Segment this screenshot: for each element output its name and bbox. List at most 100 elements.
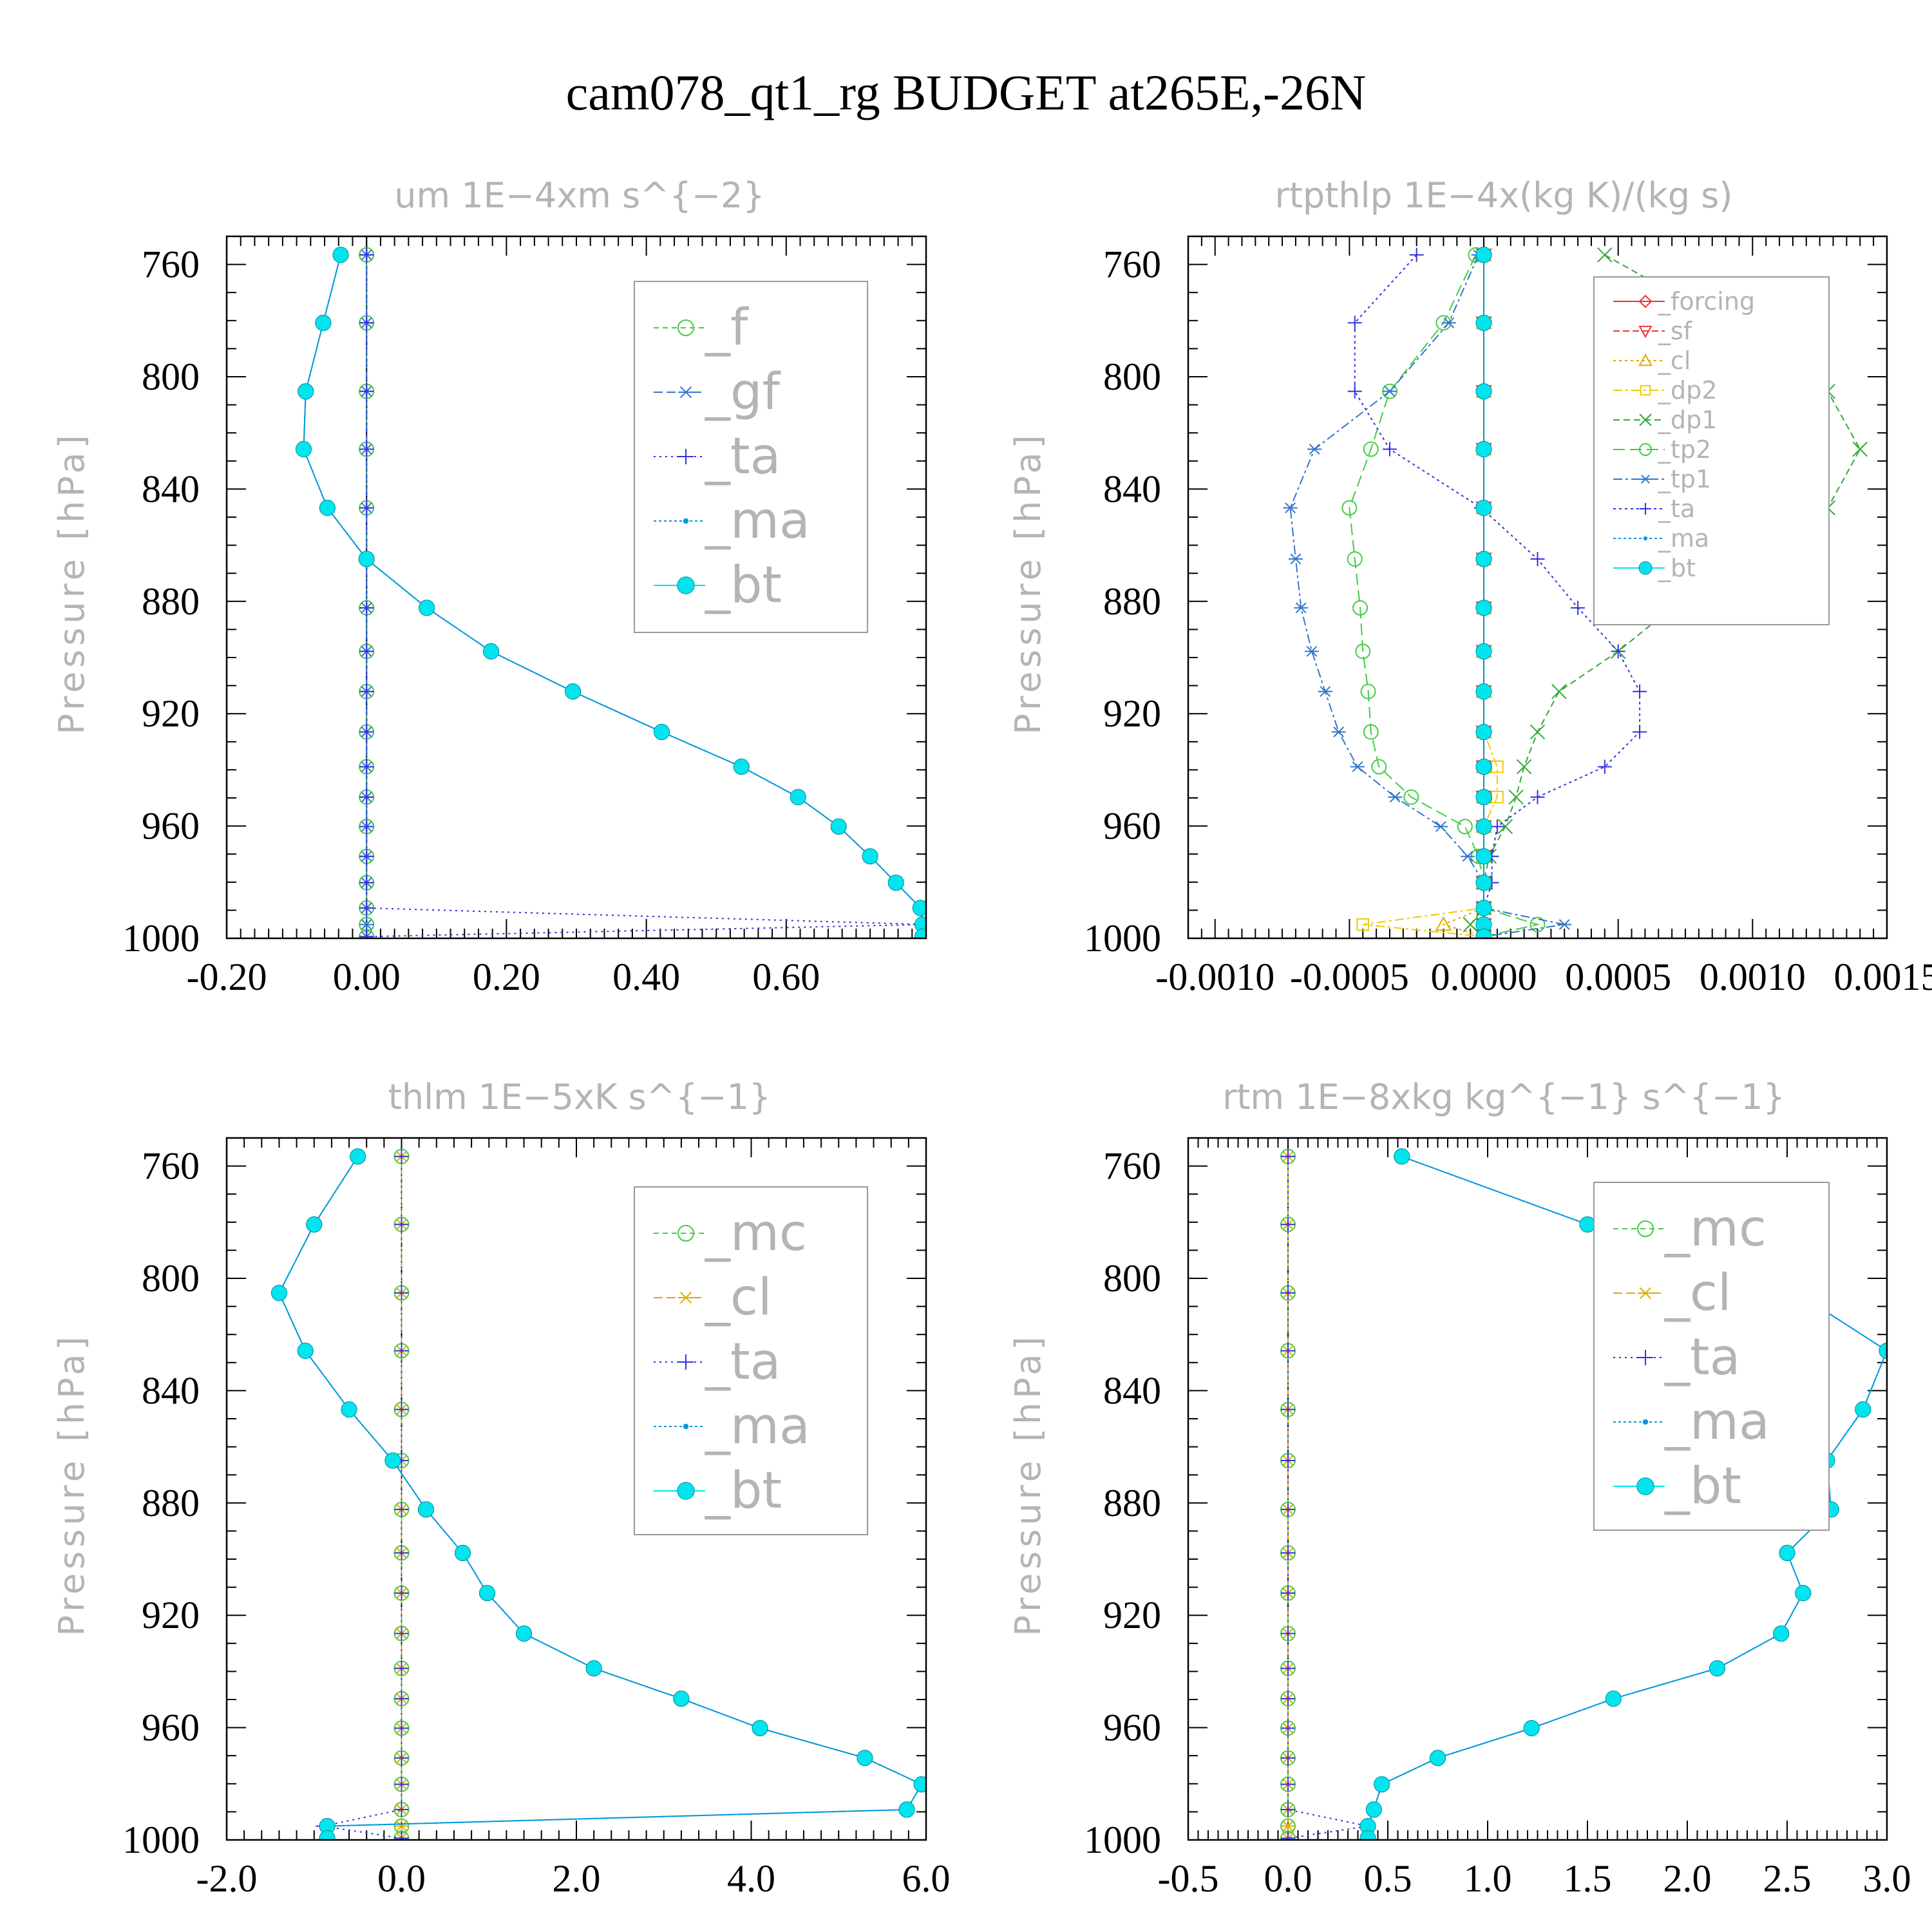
data-point — [1281, 1626, 1295, 1641]
series-line — [1354, 254, 1641, 937]
plot-frame — [225, 235, 927, 940]
data-point — [1530, 551, 1545, 566]
series-tp1 — [1283, 249, 1572, 938]
legend-label: _gf — [705, 363, 781, 421]
legend-label: _cl — [1658, 346, 1690, 375]
legend-entry-cl: _cl — [1613, 1264, 1732, 1322]
data-point — [1475, 551, 1492, 567]
data-point — [1434, 821, 1448, 832]
data-point — [394, 1149, 409, 1164]
series-bt — [270, 1148, 926, 1840]
data-point — [359, 247, 374, 262]
data-point — [1281, 1661, 1295, 1676]
data-point — [1382, 386, 1397, 397]
data-point — [359, 875, 374, 890]
legend-entry-dp1: _dp1 — [1613, 406, 1717, 434]
data-point — [298, 383, 314, 400]
data-point — [1394, 1148, 1410, 1165]
data-point — [1283, 502, 1298, 514]
legend-label: _cl — [1664, 1264, 1732, 1322]
data-point — [1281, 1149, 1295, 1164]
data-point — [914, 928, 926, 938]
y-tick-label: 960 — [142, 1707, 200, 1749]
data-point — [1475, 723, 1492, 741]
legend-marker — [677, 319, 694, 336]
series-group — [1283, 246, 1868, 938]
data-point — [1571, 600, 1586, 615]
legend-box — [634, 281, 868, 633]
legend-marker — [677, 1225, 694, 1242]
series-cl — [1435, 246, 1492, 938]
legend-entry-bt: _bt — [654, 1462, 782, 1520]
data-point — [830, 818, 847, 835]
legend-label: _ta — [705, 1333, 781, 1391]
panel-um: um 1E−4xm s^{−2} Pressure [hPa] -0.20 0.0… — [52, 175, 927, 998]
x-tick-label: 0.00 — [333, 956, 401, 998]
y-tick-label: 760 — [142, 243, 200, 286]
data-point — [1463, 916, 1478, 933]
legend-entry-bt: _bt — [1613, 554, 1696, 582]
legend-label: _sf — [1658, 317, 1693, 345]
legend-marker — [678, 1291, 694, 1304]
y-tick-label: 920 — [1103, 692, 1161, 735]
data-point — [1294, 602, 1309, 614]
data-point — [1281, 1691, 1295, 1706]
data-point — [359, 724, 374, 739]
legend-entry-f: _f — [654, 299, 749, 357]
data-point — [394, 1343, 409, 1358]
y-tick-label: 880 — [142, 580, 200, 623]
data-point — [1475, 314, 1492, 331]
plot-frame — [1187, 235, 1888, 940]
data-point — [394, 1777, 409, 1792]
data-point — [384, 1452, 401, 1469]
data-point — [1341, 500, 1358, 516]
x-tick-label: 0.0010 — [1700, 956, 1806, 998]
legend-label: _dp1 — [1658, 406, 1717, 434]
legend-entry-ta: _ta — [654, 428, 781, 486]
data-point — [341, 1401, 357, 1418]
data-point — [394, 1721, 409, 1736]
x-tick-label: -0.0010 — [1155, 956, 1274, 998]
data-point — [1352, 600, 1368, 616]
tick-marks — [226, 1137, 927, 1841]
data-point — [1347, 551, 1363, 567]
data-point — [359, 919, 374, 931]
data-point — [1281, 1402, 1295, 1417]
data-point — [1371, 759, 1387, 775]
data-point — [1281, 1777, 1295, 1792]
x-tick-label: 2.0 — [553, 1857, 601, 1900]
panel-title: um 1E−4xm s^{−2} — [394, 175, 765, 216]
data-point — [1365, 1801, 1382, 1818]
data-point — [1475, 789, 1492, 806]
data-point — [898, 1801, 915, 1818]
panel-title: rtm 1E−8xkg kg^{−1} s^{−1} — [1222, 1077, 1785, 1117]
data-point — [1307, 444, 1322, 455]
series-bt — [295, 247, 926, 938]
data-point — [585, 1660, 602, 1677]
data-point — [394, 1502, 409, 1517]
data-point — [790, 789, 806, 806]
legend-marker — [1636, 1477, 1654, 1495]
plot-frame — [225, 1137, 927, 1841]
y-tick-label: 840 — [142, 468, 200, 510]
series-group — [295, 247, 926, 938]
x-tick-label: -0.20 — [187, 956, 267, 998]
data-point — [673, 1690, 690, 1707]
legend-label: _ma — [705, 1397, 810, 1455]
legend-entry-ma: _ma — [654, 492, 810, 550]
y-tick-label: 1000 — [122, 917, 200, 960]
data-point — [1516, 759, 1532, 775]
x-tick-label: 0.0005 — [1565, 956, 1671, 998]
legend-entry-gf: _gf — [654, 363, 781, 421]
data-point — [1795, 1585, 1812, 1602]
panel-rtm: rtm 1E−8xkg kg^{−1} s^{−1} Pressure [hPa… — [1008, 1077, 1911, 1900]
legend-entry-cl: _cl — [654, 1269, 772, 1327]
legend-label: _bt — [1658, 554, 1696, 582]
data-point — [1551, 684, 1567, 699]
data-point — [1508, 789, 1524, 805]
data-point — [1497, 819, 1513, 835]
data-point — [1457, 819, 1473, 835]
data-point — [270, 1285, 288, 1302]
data-point — [1288, 553, 1303, 565]
y-tick-label: 760 — [142, 1145, 200, 1188]
